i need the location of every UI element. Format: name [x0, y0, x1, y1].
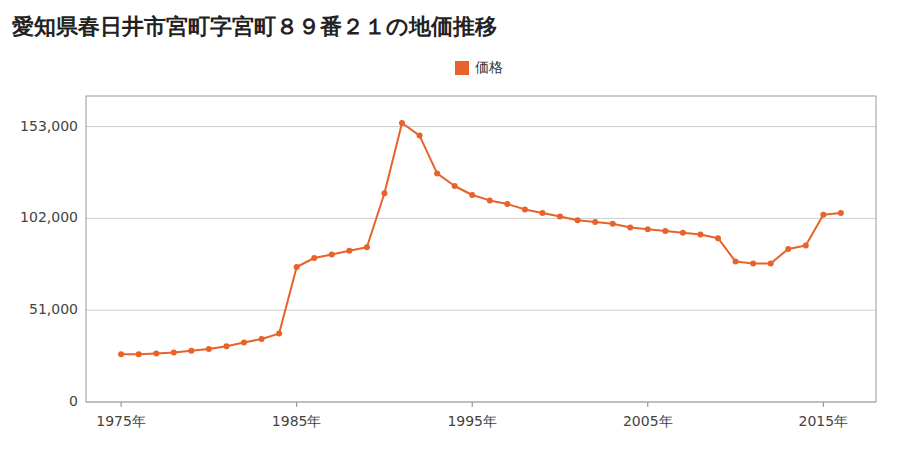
point — [662, 228, 668, 234]
x-tick-label: 2005年 — [623, 413, 673, 429]
point — [188, 348, 194, 354]
legend-label: 価格 — [475, 59, 503, 75]
x-tick — [472, 402, 473, 407]
point — [504, 201, 510, 207]
x-tick — [647, 402, 648, 407]
point — [487, 197, 493, 203]
y-tick-label: 0 — [69, 393, 78, 409]
point — [522, 206, 528, 212]
point — [610, 221, 616, 227]
point — [750, 260, 756, 266]
point — [715, 235, 721, 241]
point — [381, 190, 387, 196]
point — [803, 242, 809, 248]
point — [311, 255, 317, 261]
point — [680, 230, 686, 236]
point — [592, 219, 598, 225]
point — [733, 259, 739, 265]
point — [469, 192, 475, 198]
point — [364, 244, 370, 250]
point — [171, 350, 177, 356]
legend: 価格 — [455, 59, 503, 75]
point — [329, 251, 335, 257]
point — [399, 120, 405, 126]
point — [575, 217, 581, 223]
plot-frame — [86, 96, 876, 402]
point — [294, 264, 300, 270]
y-tick-label: 102,000 — [20, 209, 78, 225]
point — [259, 336, 265, 342]
point — [434, 170, 440, 176]
point — [417, 133, 423, 139]
x-tick — [121, 402, 122, 407]
point — [627, 224, 633, 230]
point — [153, 350, 159, 356]
grid-line — [86, 126, 876, 127]
y-tick-label: 153,000 — [20, 118, 78, 134]
y-tick-label: 51,000 — [29, 301, 78, 317]
x-tick-label: 1995年 — [447, 413, 497, 429]
point — [785, 246, 791, 252]
point — [838, 210, 844, 216]
legend-swatch — [455, 61, 469, 75]
point — [136, 351, 142, 357]
point — [539, 210, 545, 216]
point — [241, 340, 247, 346]
point — [820, 212, 826, 218]
chart: 愛知県春日井市宮町字宮町８９番２１の地価推移 0 51,000 102,000 153,… — [0, 0, 900, 450]
x-tick-label: 1975年 — [96, 413, 146, 429]
point — [206, 346, 212, 352]
point — [223, 343, 229, 349]
point — [557, 214, 563, 220]
point — [697, 232, 703, 238]
point — [118, 351, 124, 357]
line — [121, 123, 841, 354]
x-tick-label: 2015年 — [799, 413, 849, 429]
point — [346, 248, 352, 254]
grid-line — [86, 310, 876, 311]
grid-line — [86, 218, 876, 219]
x-tick — [823, 402, 824, 407]
point — [768, 260, 774, 266]
point — [645, 226, 651, 232]
point — [276, 331, 282, 337]
point — [452, 183, 458, 189]
x-tick-label: 1985年 — [272, 413, 322, 429]
x-tick — [296, 402, 297, 407]
plot-area — [118, 120, 844, 357]
title: 愛知県春日井市宮町字宮町８９番２１の地価推移 — [12, 14, 497, 39]
